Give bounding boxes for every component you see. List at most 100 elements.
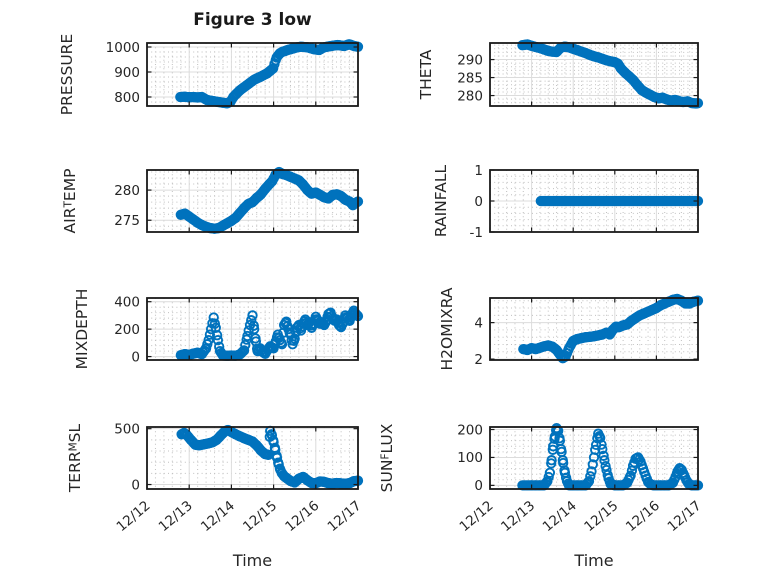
subplot-mixdepth: 0 200 400 MIXDEPTH (73, 289, 364, 370)
y-axis-label-rainfall: RAINFALL (432, 164, 450, 237)
data-point-marker (204, 329, 216, 340)
data-point-marker (212, 334, 224, 346)
data-point-marker (585, 471, 596, 482)
series-terr-msl (176, 424, 364, 489)
axes-box (489, 42, 699, 107)
data-point-marker (209, 318, 221, 329)
x-tick-label: 12/12 (456, 498, 496, 535)
subplot-h2omixra: 2 4 H2OMIXRA (438, 287, 704, 371)
y-tick-label: 400 (114, 295, 140, 311)
data-point-marker (271, 452, 283, 463)
y-tick-label: 0 (131, 349, 140, 365)
y-tick-label: 280 (114, 183, 140, 199)
y-tick-label: 275 (114, 213, 140, 229)
y-axis-label-mixdepth: MIXDEPTH (73, 289, 91, 370)
axes-box (489, 297, 699, 361)
data-point-marker (235, 348, 247, 359)
subplot-sun-flux: 0 100 200 12/12 12/13 12/14 12/15 12/16 12/17 SUN… (378, 422, 705, 535)
y-tick-label: 1000 (106, 40, 140, 56)
data-point-marker (544, 467, 556, 478)
data-point-marker (238, 345, 250, 356)
data-point-marker (596, 439, 607, 450)
data-point-marker (599, 455, 610, 466)
x-axis-label-left: Time (232, 551, 273, 570)
y-tick-label: -1 (470, 225, 483, 241)
y-axis-label-pressure: PRESSURE (58, 34, 76, 116)
y-tick-label: 500 (114, 421, 140, 437)
subplot-pressure: 800 900 1000 PRESSURE (58, 34, 364, 116)
subplot-terr-msl: 0 500 12/12 12/13 12/14 12/15 12/16 12/17 TERRMS… (66, 421, 365, 535)
y-axis-label-terr-msl: TERRMSL (66, 423, 84, 493)
x-tick-label: 12/13 (498, 498, 538, 535)
x-tick-label: 12/15 (240, 498, 280, 535)
x-tick-label: 12/17 (324, 498, 364, 535)
y-tick-label: 200 (114, 322, 140, 338)
tick-marks (489, 427, 699, 489)
y-tick-label: 280 (457, 88, 483, 104)
y-axis-label-h2omixra: H2OMIXRA (438, 287, 456, 370)
x-tick-label: 12/17 (664, 498, 704, 535)
tick-marks (489, 43, 699, 106)
y-tick-label: 0 (131, 477, 140, 493)
y-axis-label-sun-flux: SUNFLUX (378, 423, 396, 492)
tick-marks (489, 169, 699, 233)
series-air-temp (175, 166, 364, 234)
y-tick-label: 800 (114, 90, 140, 106)
x-tick-label: 12/15 (581, 498, 621, 535)
tick-marks (146, 170, 359, 232)
data-point-marker (350, 308, 362, 320)
series-h2omixra (518, 293, 704, 364)
data-point-marker (546, 455, 557, 466)
data-point-marker (598, 450, 609, 461)
x-tick-label: 12/16 (623, 498, 663, 535)
y-tick-label: 0 (474, 478, 483, 494)
x-tick-label: 12/12 (113, 498, 153, 535)
tick-marks (146, 427, 359, 489)
series-rainfall (535, 195, 704, 207)
figure-title: Figure 3 low (193, 10, 312, 30)
axes-box (146, 426, 359, 490)
tick-marks (146, 298, 359, 360)
y-tick-label: 285 (457, 70, 483, 86)
series-mixdepth (175, 305, 364, 362)
subplot-theta: 280 285 290 THETA (417, 39, 704, 109)
data-point-marker (590, 444, 601, 456)
data-point-marker (543, 471, 554, 483)
data-point-marker (247, 310, 258, 321)
data-point-marker (595, 432, 606, 444)
x-axis-label-right: Time (574, 551, 614, 570)
data-point-marker (289, 333, 300, 344)
x-tick-label: 12/13 (156, 498, 196, 535)
tick-marks (146, 43, 359, 106)
x-tick-label: 12/14 (540, 498, 580, 535)
y-tick-label: 2 (474, 352, 483, 368)
axes-box (146, 169, 359, 233)
y-tick-label: 1 (474, 163, 483, 179)
x-tick-label: 12/14 (198, 498, 238, 535)
y-tick-label: 200 (457, 422, 483, 438)
data-point-marker (249, 323, 260, 335)
y-tick-label: 0 (474, 194, 483, 210)
data-point-marker (586, 466, 597, 477)
data-point-marker (587, 459, 598, 470)
subplot-rainfall: -1 0 1 RAINFALL (432, 163, 704, 241)
subplot-air-temp: 275 280 AIRTEMP (61, 166, 364, 234)
data-point-marker (266, 430, 278, 441)
y-axis-label-air-temp: AIRTEMP (61, 169, 79, 234)
data-point-marker (246, 315, 257, 326)
y-tick-label: 4 (474, 315, 483, 331)
series-theta (517, 39, 704, 109)
data-point-marker (240, 339, 251, 351)
data-point-marker (276, 339, 288, 350)
y-tick-label: 290 (457, 52, 483, 68)
data-point-marker (597, 443, 608, 455)
data-point-marker (583, 476, 595, 487)
tick-marks (489, 298, 699, 360)
y-tick-label: 100 (457, 450, 483, 466)
data-point-marker (211, 330, 223, 341)
y-tick-label: 900 (114, 65, 140, 81)
x-tick-label: 12/16 (282, 498, 322, 535)
series-sun-flux (517, 422, 704, 491)
